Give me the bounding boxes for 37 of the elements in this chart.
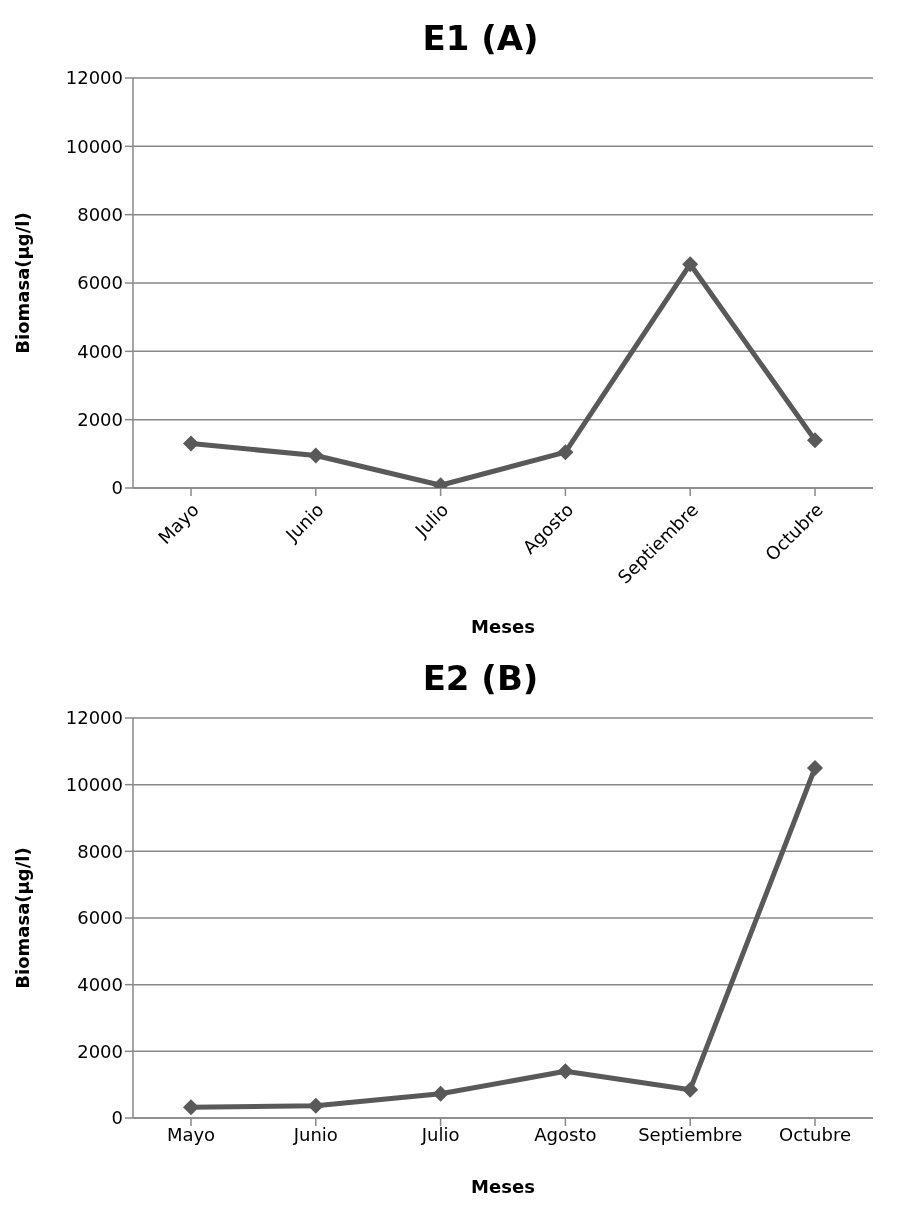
point — [183, 1099, 199, 1116]
point — [557, 444, 574, 461]
x-tick-label: Agosto — [534, 1123, 597, 1145]
x-tick-label: Octubre — [778, 1123, 852, 1145]
y-tick-label: 6000 — [77, 272, 123, 294]
point — [432, 1085, 449, 1102]
chart-title: E1 (A) — [421, 17, 540, 60]
x-tick-label: Julio — [420, 1123, 460, 1145]
y-axis-title: Biomasa(µg/l) — [12, 212, 34, 354]
y-tick-label: 8000 — [77, 204, 123, 226]
y-tick-label: 10000 — [65, 135, 123, 157]
y-axis-title: Biomasa(µg/l) — [12, 847, 34, 989]
point — [807, 760, 823, 776]
y-tick-label: 12000 — [65, 67, 123, 89]
point — [183, 435, 199, 452]
y-tick-label: 10000 — [65, 774, 123, 796]
x-tick-label: Septiembre — [638, 1123, 743, 1145]
y-tick-label: 4000 — [77, 974, 123, 996]
y-tick-label: 2000 — [77, 1040, 123, 1062]
point — [557, 1063, 574, 1080]
x-tick-label: Mayo — [166, 1123, 216, 1145]
point — [682, 256, 699, 273]
y-tick-label: 2000 — [77, 409, 123, 431]
y-tick-label: 0 — [111, 477, 123, 499]
x-axis-title: Meses — [471, 616, 535, 637]
point — [307, 447, 324, 464]
x-axis-title: Meses — [471, 1176, 535, 1197]
chart-title: E2 (B) — [421, 657, 540, 700]
x-tick-label: Junio — [292, 1123, 338, 1145]
y-tick-label: 8000 — [77, 840, 123, 862]
point — [682, 1081, 699, 1098]
point — [807, 432, 823, 449]
y-tick-label: 0 — [111, 1107, 123, 1129]
y-tick-label: 12000 — [65, 707, 123, 729]
y-tick-label: 6000 — [77, 907, 123, 929]
y-tick-label: 4000 — [77, 340, 123, 362]
point — [307, 1097, 324, 1114]
